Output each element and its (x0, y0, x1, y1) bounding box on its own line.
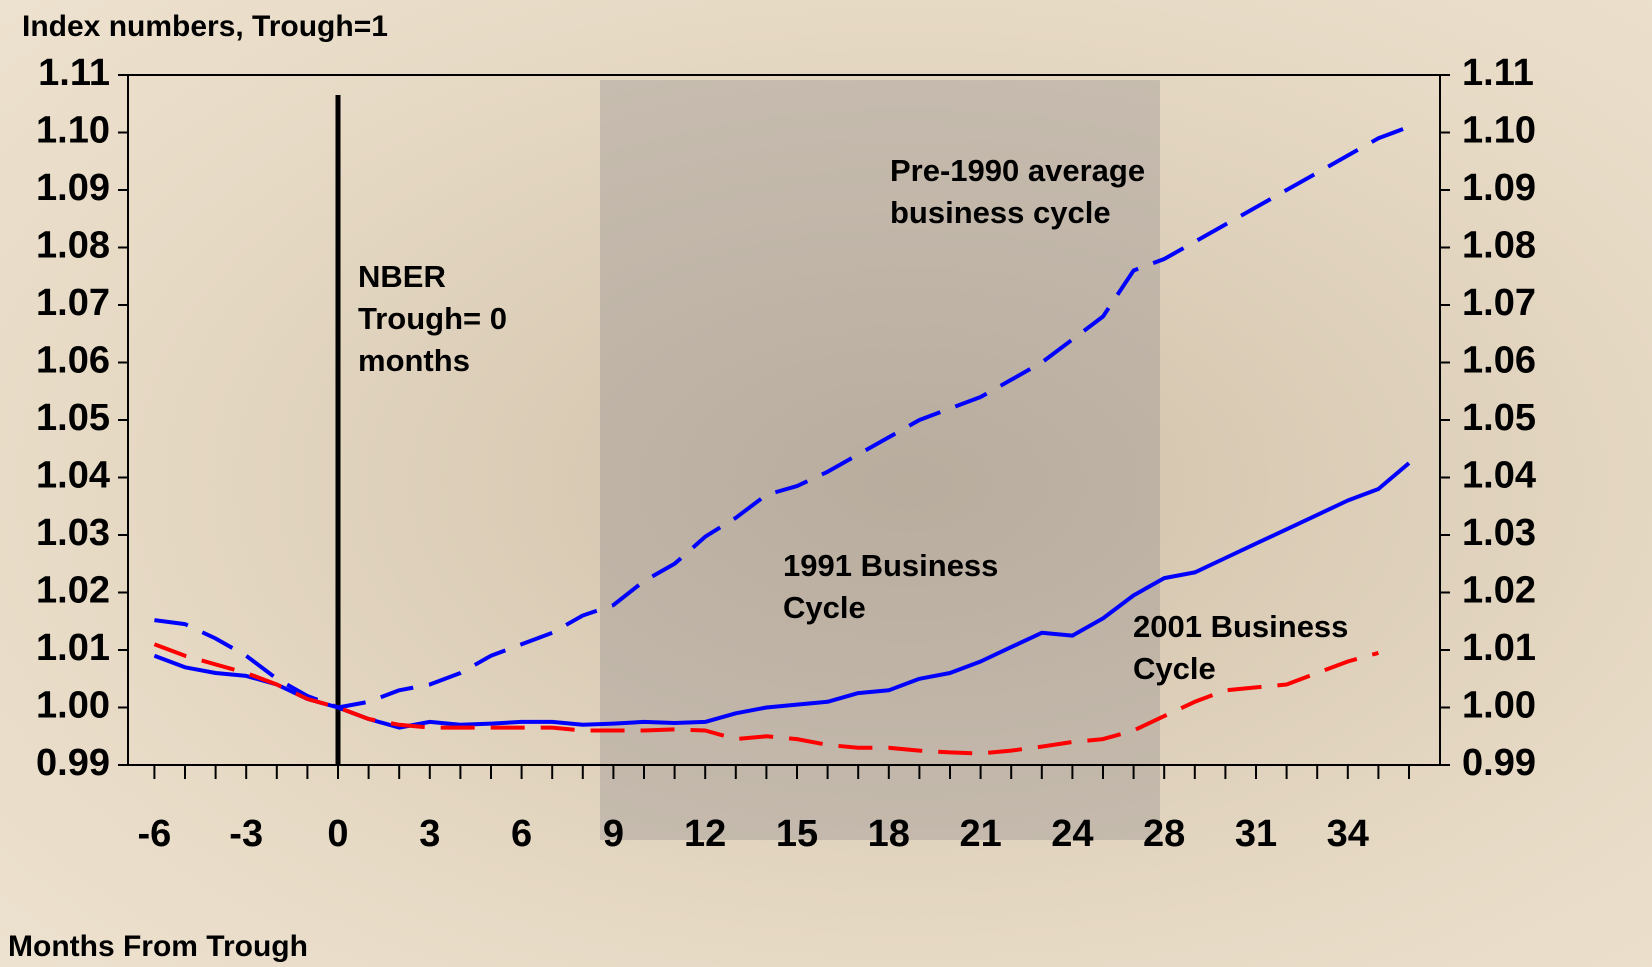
x-tick-label: 12 (684, 813, 726, 855)
series-line (153, 642, 1379, 756)
y-tick-label-right: 1.01 (1462, 627, 1536, 669)
y-tick-label-right: 1.11 (1462, 52, 1534, 94)
y-tick-label-left: 1.04 (36, 455, 110, 497)
y-tick-label-right: 1.00 (1462, 685, 1536, 727)
x-tick-label: 15 (776, 813, 818, 855)
y-tick-label-right: 1.04 (1462, 455, 1536, 497)
y-tick-label-right: 1.08 (1462, 225, 1536, 267)
y-axis-label: Index numbers, Trough=1 (22, 10, 388, 43)
y-tick-label-right: 1.06 (1462, 340, 1536, 382)
y-tick-label-right: 1.07 (1462, 282, 1536, 324)
x-tick-label: 9 (603, 813, 624, 855)
annotation: 2001 Business (1133, 609, 1348, 644)
y-tick-label-left: 1.09 (36, 167, 110, 209)
y-tick-label-right: 1.09 (1462, 167, 1536, 209)
x-tick-label: -3 (229, 813, 263, 855)
x-axis-label: Months From Trough (8, 930, 308, 963)
annotation: Trough= 0 (358, 301, 507, 336)
series-line (154, 124, 1410, 710)
annotation: 1991 Business (783, 548, 998, 583)
y-tick-label-left: 1.08 (36, 225, 110, 267)
annotation: Pre-1990 average (890, 153, 1145, 188)
x-tick-label: 28 (1143, 813, 1185, 855)
y-tick-label-left: 1.00 (36, 685, 110, 727)
y-tick-label-left: 1.10 (36, 110, 110, 152)
x-tick-label: 6 (511, 813, 532, 855)
y-tick-label-right: 1.02 (1462, 570, 1536, 612)
background-figure (600, 80, 1160, 840)
y-tick-label-right: 1.10 (1462, 110, 1536, 152)
y-tick-label-left: 1.01 (36, 627, 110, 669)
y-tick-label-left: 1.02 (36, 570, 110, 612)
y-tick-label-right: 0.99 (1462, 742, 1536, 784)
y-tick-label-left: 1.06 (36, 340, 110, 382)
x-tick-label: 34 (1327, 813, 1369, 855)
y-tick-label-right: 1.03 (1462, 512, 1536, 554)
annotation: NBER (358, 259, 446, 294)
x-tick-label: 21 (959, 813, 1001, 855)
y-tick-label-left: 1.11 (38, 52, 110, 94)
annotation: Cycle (1133, 651, 1216, 686)
x-tick-label: -6 (138, 813, 172, 855)
y-tick-label-left: 1.05 (36, 397, 110, 439)
x-tick-label: 24 (1051, 813, 1093, 855)
annotation: business cycle (890, 195, 1111, 230)
y-tick-label-right: 1.05 (1462, 397, 1536, 439)
y-tick-label-left: 0.99 (36, 742, 110, 784)
x-tick-label: 31 (1235, 813, 1277, 855)
annotation: Cycle (783, 590, 866, 625)
y-tick-label-left: 1.07 (36, 282, 110, 324)
x-tick-label: 3 (419, 813, 440, 855)
y-tick-label-left: 1.03 (36, 512, 110, 554)
x-tick-label: 18 (868, 813, 910, 855)
x-tick-label: 0 (327, 813, 348, 855)
annotation: months (358, 343, 470, 378)
